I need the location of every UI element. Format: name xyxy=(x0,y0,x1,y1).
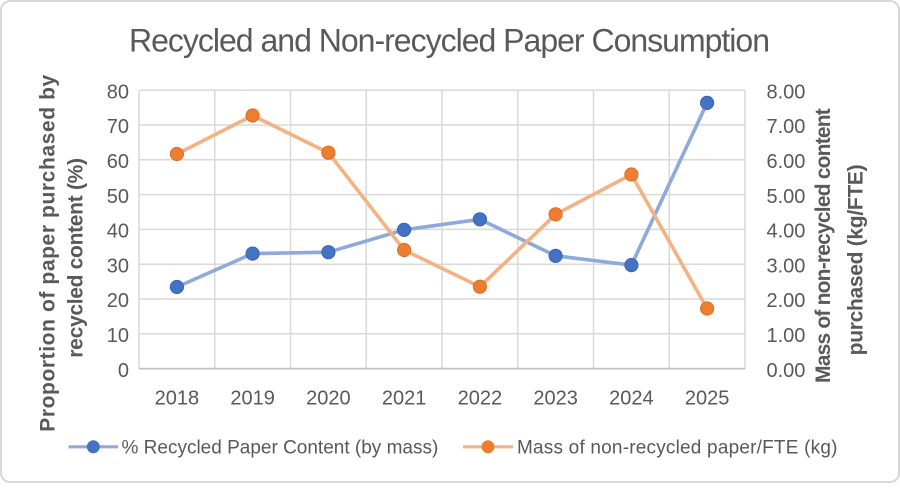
svg-text:50: 50 xyxy=(107,186,129,208)
svg-text:8.00: 8.00 xyxy=(767,81,806,103)
svg-text:30: 30 xyxy=(107,255,129,277)
svg-text:Mass of non-recycled paper/FTE: Mass of non-recycled paper/FTE (kg) xyxy=(517,438,838,459)
svg-text:2022: 2022 xyxy=(458,388,503,410)
svg-text:2024: 2024 xyxy=(609,388,654,410)
svg-text:purchased (kg/FTE): purchased (kg/FTE) xyxy=(845,165,868,356)
svg-text:0.00: 0.00 xyxy=(767,360,806,382)
svg-text:1.00: 1.00 xyxy=(767,325,806,347)
svg-text:20: 20 xyxy=(107,290,129,312)
svg-text:80: 80 xyxy=(107,81,129,103)
svg-text:3.00: 3.00 xyxy=(767,255,806,277)
svg-text:2.00: 2.00 xyxy=(767,290,806,312)
svg-text:2021: 2021 xyxy=(382,388,427,410)
svg-text:6.00: 6.00 xyxy=(767,151,806,173)
svg-text:60: 60 xyxy=(107,151,129,173)
svg-text:2019: 2019 xyxy=(230,388,275,410)
svg-text:% Recycled Paper Content (by m: % Recycled Paper Content (by mass) xyxy=(122,438,439,459)
svg-text:2025: 2025 xyxy=(685,388,730,410)
svg-text:7.00: 7.00 xyxy=(767,116,806,138)
svg-text:recycled content (%): recycled content (%) xyxy=(65,158,88,357)
svg-text:2018: 2018 xyxy=(155,388,200,410)
svg-text:10: 10 xyxy=(107,325,129,347)
svg-text:Recycled and Non-recycled Pape: Recycled and Non-recycled Paper Consumpt… xyxy=(129,23,769,59)
svg-text:Proportion of paper purchased: Proportion of paper purchased by xyxy=(37,74,60,432)
svg-text:Mass of non-recycled content: Mass of non-recycled content xyxy=(812,108,835,383)
svg-text:70: 70 xyxy=(107,116,129,138)
svg-text:5.00: 5.00 xyxy=(767,186,806,208)
svg-text:4.00: 4.00 xyxy=(767,221,806,243)
svg-text:2023: 2023 xyxy=(533,388,578,410)
svg-text:2020: 2020 xyxy=(306,388,351,410)
svg-text:40: 40 xyxy=(107,221,129,243)
svg-text:0: 0 xyxy=(118,360,129,382)
